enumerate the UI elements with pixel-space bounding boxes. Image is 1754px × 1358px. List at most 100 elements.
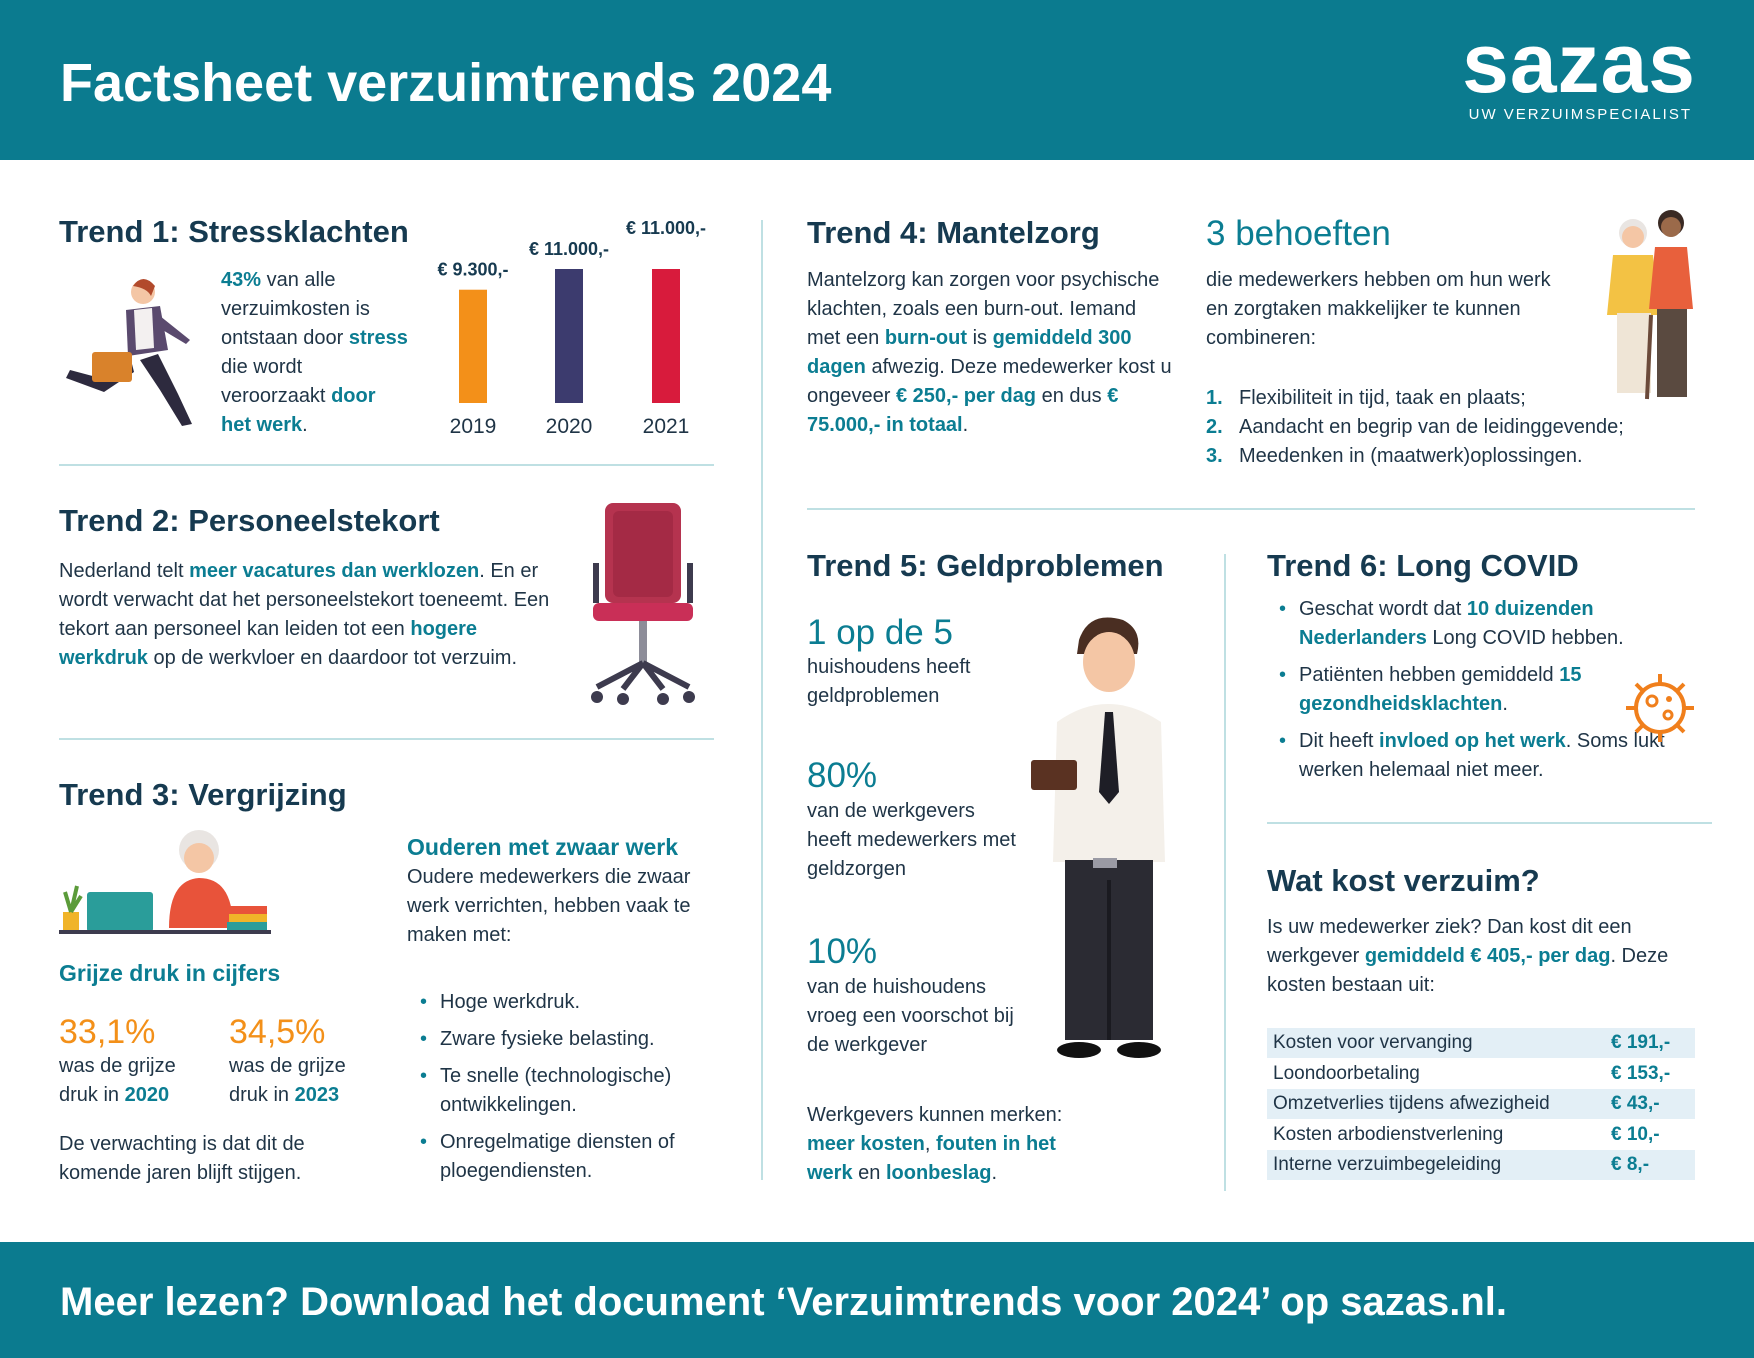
bullet-list: Hoge werkdruk. Zware fysieke belasting. … — [418, 988, 728, 1194]
emphasis: gemiddeld 300 dagen — [807, 327, 1132, 378]
list-number: 1. — [1206, 387, 1223, 409]
text-run: Dit heeft — [1299, 730, 1380, 752]
table-row: Omzetverlies tijdens afwezigheid € 43,- — [1267, 1089, 1695, 1119]
list-item: Zware fysieke belasting. — [418, 1025, 728, 1054]
divider — [59, 738, 714, 740]
text-run: Werkgevers kunnen merken: — [807, 1104, 1063, 1126]
list-text: Meedenken in (maatwerk)oplossingen. — [1239, 445, 1583, 467]
table-row: Interne verzuimbegeleiding € 8,- — [1267, 1150, 1695, 1180]
list-text: Aandacht en begrip van de leidinggevende… — [1239, 416, 1624, 438]
footer: Meer lezen? Download het document ‘Verzu… — [0, 1242, 1754, 1358]
list-item: Dit heeft invloed op het werk. Soms lukt… — [1277, 727, 1707, 785]
divider — [807, 508, 1695, 510]
paragraph: Werkgevers kunnen merken: meer kosten, f… — [807, 1101, 1102, 1188]
text-run: . — [1502, 693, 1508, 715]
stat-value: 10% — [807, 932, 878, 971]
data-label: € 9.300,- — [437, 260, 508, 280]
text-run: en dus — [1036, 385, 1108, 407]
table-row: Loondoorbetaling € 153,- — [1267, 1059, 1695, 1089]
stat-text: van de werkgevers heeft medewerkers met … — [807, 800, 1016, 880]
stat-value: 80% — [807, 756, 878, 795]
subtitle: Ouderen met zwaar werk — [407, 834, 678, 860]
illustration — [1626, 674, 1694, 742]
emphasis: 43% — [221, 269, 262, 291]
cost-value: € 43,- — [1611, 1093, 1660, 1114]
data-label: € 11.000,- — [626, 218, 706, 238]
list-item: Hoge werkdruk. — [418, 988, 728, 1017]
stat-text: huishoudens heeft geldproblemen — [807, 656, 971, 707]
text-run: Patiënten hebben gemiddeld — [1299, 664, 1560, 686]
text-run: was de grijze druk in — [59, 1055, 176, 1106]
section-title: Wat kost verzuim? — [1267, 863, 1540, 898]
emphasis: hogere werkdruk — [59, 618, 478, 669]
bar — [459, 289, 487, 403]
illustration — [66, 279, 192, 426]
subtitle: Grijze druk in cijfers — [59, 960, 281, 986]
emphasis: door het werk — [221, 385, 376, 436]
text-run: Nederland telt — [59, 560, 190, 582]
emphasis: gemiddeld € 405,- per dag — [1364, 945, 1611, 967]
list-item: Geschat wordt dat 10 duizenden Nederland… — [1277, 595, 1707, 653]
logo: sazas — [1462, 16, 1696, 110]
text-run: . — [302, 414, 308, 436]
x-tick-label: 2019 — [450, 415, 497, 438]
cost-value: € 8,- — [1611, 1154, 1650, 1175]
x-tick-label: 2021 — [643, 415, 690, 438]
text-run: is — [967, 327, 993, 349]
stat-value: 1 op de 5 — [807, 613, 953, 652]
cost-value: € 10,- — [1611, 1123, 1660, 1145]
text-run: . En er wordt verwacht dat het personeel… — [59, 560, 550, 640]
list-item: 1. Flexibiliteit in tijd, taak en plaats; — [1206, 384, 1706, 413]
text-run: Long COVID hebben. — [1426, 627, 1624, 649]
emphasis: fouten in het werk — [807, 1133, 1056, 1184]
list-text: Flexibiliteit in tijd, taak en plaats; — [1239, 387, 1526, 409]
section-title: Trend 5: Geldproblemen — [807, 548, 1164, 583]
divider — [761, 220, 763, 1180]
emphasis: stress — [348, 327, 408, 349]
paragraph: Is uw medewerker ziek? Dan kost dit een … — [1267, 913, 1712, 1000]
stat-text: van de huishoudens vroeg een voorschot b… — [807, 976, 1014, 1056]
bar-chart: € 9.300,- 2019 € 11.000,- 2020 € 11.000,- 202… — [437, 218, 706, 438]
text-run: en — [852, 1162, 886, 1184]
text-run: was de grijze druk in — [229, 1055, 346, 1106]
illustration — [591, 503, 695, 705]
cost-label: Interne verzuimbegeleiding — [1273, 1154, 1502, 1175]
cost-value: € 153,- — [1611, 1062, 1671, 1084]
text-run: die wordt veroorzaakt — [221, 356, 332, 407]
divider — [1267, 822, 1712, 824]
emphasis: 2023 — [294, 1084, 340, 1106]
list-item: Te snelle (technologische) ontwikkelinge… — [418, 1062, 728, 1120]
section-title: Trend 6: Long COVID — [1267, 548, 1579, 583]
cost-table: Kosten voor vervanging € 191,- Loondoorbet… — [1267, 1028, 1695, 1181]
paragraph: die medewerkers hebben om hun werk en zo… — [1206, 269, 1551, 349]
list-number: 3. — [1206, 445, 1223, 467]
list-item: Onregelmatige diensten of ploegendienste… — [418, 1128, 728, 1186]
header-title: Factsheet verzuimtrends 2024 — [60, 53, 832, 113]
section-title: Trend 4: Mantelzorg — [807, 215, 1100, 250]
divider — [59, 464, 714, 466]
text-run: . — [962, 414, 969, 436]
data-label: € 11.000,- — [529, 239, 609, 259]
bar — [555, 269, 583, 403]
text-run: Geschat wordt dat — [1299, 598, 1467, 620]
emphasis: meer vacatures dan werklozen — [189, 560, 480, 582]
list-number: 2. — [1206, 416, 1223, 438]
emphasis: 2020 — [124, 1084, 170, 1106]
emphasis: burn-out — [884, 327, 968, 349]
illustration — [1031, 617, 1165, 1058]
emphasis: 15 gezondheidsklachten — [1299, 664, 1582, 715]
paragraph: Mantelzorg kan zorgen voor psychische kl… — [807, 266, 1172, 440]
table-row: Kosten arbodienstverlening € 10,- — [1267, 1120, 1695, 1150]
cost-label: Kosten voor vervanging — [1273, 1032, 1473, 1053]
tagline: UW VERZUIMSPECIALIST — [1468, 106, 1692, 123]
cost-label: Loondoorbetaling — [1273, 1062, 1420, 1084]
section-title: Trend 1: Stressklachten — [59, 214, 409, 249]
table-row: Kosten voor vervanging € 191,- — [1267, 1028, 1695, 1058]
paragraph: Oudere medewerkers die zwaar werk verric… — [407, 866, 691, 946]
emphasis: loonbeslag — [885, 1162, 992, 1184]
emphasis: meer kosten — [807, 1133, 925, 1155]
cost-value: € 191,- — [1611, 1032, 1671, 1053]
stat-text: was de grijze druk in 2023 — [229, 1052, 379, 1110]
